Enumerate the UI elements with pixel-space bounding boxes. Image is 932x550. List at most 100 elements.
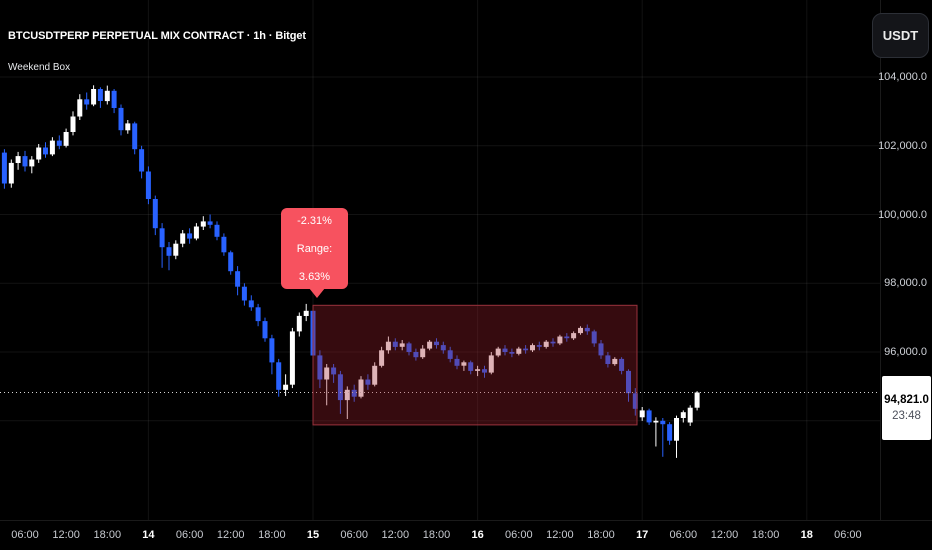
- candle: [379, 346, 385, 368]
- candle: [434, 338, 439, 349]
- time-tick-label: 18:00: [422, 529, 451, 541]
- candle: [619, 357, 625, 375]
- candle: [214, 221, 220, 241]
- candle: [15, 151, 21, 170]
- candle: [118, 104, 124, 136]
- candle: [427, 340, 433, 351]
- candle: [639, 407, 645, 421]
- tooltip-change-value: -2.31%: [297, 214, 332, 227]
- candle: [63, 128, 69, 148]
- candle: [152, 195, 158, 236]
- candle: [687, 405, 693, 426]
- candle: [36, 144, 42, 163]
- candle: [132, 121, 138, 155]
- candle: [365, 374, 371, 390]
- time-tick-label: 06:00: [834, 529, 862, 541]
- candle: [530, 343, 535, 352]
- candle-countdown: 23:48: [892, 410, 921, 422]
- currency-toggle-button[interactable]: USDT: [872, 13, 929, 58]
- candle: [468, 360, 474, 375]
- candle: [516, 346, 522, 356]
- candle: [406, 341, 412, 356]
- weekend-box-tooltip[interactable]: -2.31% Range: 3.63%: [281, 208, 348, 298]
- candle: [564, 333, 570, 342]
- candle: [276, 358, 282, 397]
- candle: [660, 418, 666, 457]
- candle: [317, 350, 323, 389]
- candle: [571, 331, 577, 340]
- time-tick-label: 06:00: [11, 529, 39, 541]
- indicator-label[interactable]: Weekend Box: [8, 62, 71, 73]
- candle: [372, 362, 378, 387]
- candle: [221, 233, 227, 256]
- candle: [550, 338, 556, 347]
- candle: [454, 355, 460, 370]
- time-tick-label: 12:00: [52, 529, 80, 541]
- candle: [296, 312, 302, 337]
- candle: [413, 348, 419, 361]
- tooltip-range-value: Range: 3.63%: [296, 242, 333, 283]
- price-axis[interactable]: 94,821.0 23:48 104,000.0 102,000.0 100,000…: [878, 0, 932, 520]
- chart-canvas[interactable]: BTCUSDTPERP PERPETUAL MIX CONTRACT · 1h …: [0, 0, 880, 520]
- candle: [475, 365, 481, 377]
- candle: [187, 228, 193, 244]
- candle: [262, 317, 268, 342]
- price-tick-label: 98,000.0: [884, 277, 927, 290]
- candle: [461, 360, 467, 371]
- candle: [667, 422, 673, 445]
- candle: [145, 166, 151, 205]
- candle: [543, 340, 549, 349]
- candle: [77, 94, 83, 120]
- time-axis[interactable]: 06:00 12:00 18:00 14 06:00 12:00 18:00 15 06:00 1…: [0, 520, 932, 550]
- time-tick-label: 16: [471, 529, 484, 541]
- candlestick-chart: [0, 0, 880, 520]
- candle: [173, 240, 179, 260]
- candle: [255, 303, 261, 327]
- price-tick-label: 96,000.0: [884, 346, 927, 358]
- candle: [43, 142, 48, 158]
- weekend-box-region[interactable]: [312, 304, 638, 426]
- candle: [29, 156, 35, 174]
- time-tick-label: 18:00: [751, 529, 780, 541]
- candle: [653, 417, 659, 447]
- candle: [1, 149, 7, 189]
- candle: [578, 326, 583, 335]
- candle: [399, 340, 405, 351]
- time-tick-label: 06:00: [669, 529, 698, 541]
- candle: [591, 329, 597, 347]
- candle: [482, 365, 487, 378]
- price-tick-label: 104,000.0: [878, 71, 927, 83]
- time-tick-label: 12:00: [710, 529, 739, 541]
- symbol-title[interactable]: BTCUSDTPERP PERPETUAL MIX CONTRACT · 1h …: [8, 30, 306, 42]
- time-tick-label: 18: [800, 529, 813, 541]
- candle: [502, 345, 508, 356]
- candle: [632, 388, 638, 416]
- candle: [495, 346, 501, 358]
- candle: [289, 327, 295, 389]
- time-tick-label: 18:00: [93, 529, 122, 541]
- candle: [111, 89, 117, 114]
- price-tick-label: 102,000.0: [878, 139, 927, 152]
- candle: [612, 357, 618, 366]
- candle: [166, 242, 172, 271]
- candle: [97, 87, 103, 108]
- candle: [420, 345, 426, 359]
- current-price-value: 94,821.0: [884, 394, 929, 406]
- time-tick-label: 15: [306, 529, 320, 541]
- candle: [49, 137, 55, 157]
- candle: [509, 348, 515, 358]
- candle: [248, 295, 254, 311]
- candle: [283, 374, 289, 396]
- candle: [303, 303, 309, 322]
- current-price-label: 94,821.0 23:48: [882, 376, 931, 440]
- time-tick-label: 12:00: [381, 529, 410, 541]
- candle: [358, 376, 364, 399]
- candle: [324, 364, 330, 406]
- candle: [674, 415, 679, 458]
- candle: [557, 334, 563, 346]
- time-tick-label: 17: [636, 529, 649, 541]
- candle: [207, 214, 213, 229]
- tooltip-pointer-icon: [309, 288, 325, 298]
- time-tick-label: 14: [142, 529, 155, 541]
- candle: [180, 230, 186, 248]
